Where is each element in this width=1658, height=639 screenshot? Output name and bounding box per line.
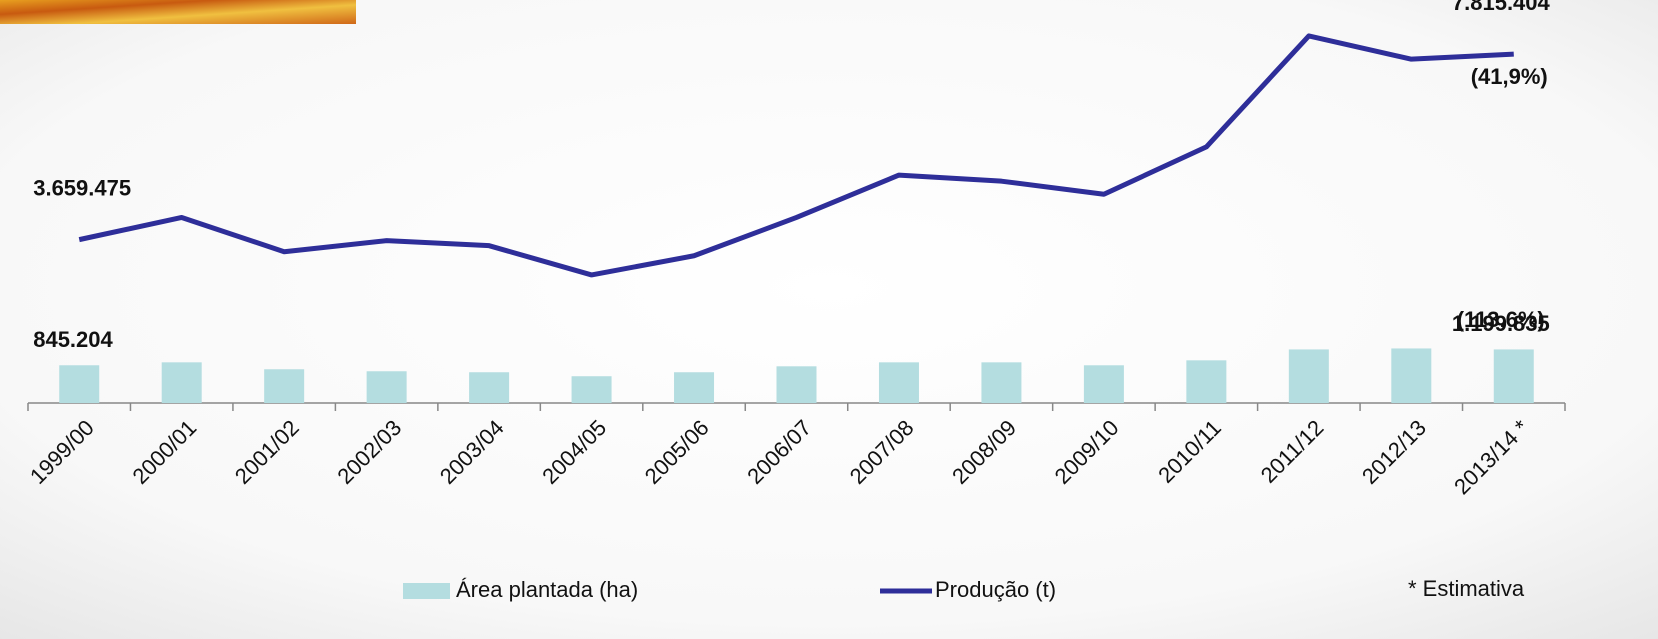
bar bbox=[264, 369, 304, 403]
legend-label: Produção (t) bbox=[935, 577, 1056, 602]
bar bbox=[674, 372, 714, 403]
value-label: 3.659.475 bbox=[33, 175, 131, 200]
bar bbox=[469, 372, 509, 403]
value-label: 7.815.404 bbox=[1452, 0, 1551, 15]
value-label: 845.204 bbox=[33, 327, 113, 352]
bar bbox=[162, 362, 202, 403]
bar bbox=[879, 362, 919, 403]
bar bbox=[59, 365, 99, 403]
bar bbox=[1391, 348, 1431, 403]
bar bbox=[1186, 360, 1226, 403]
corner-image bbox=[0, 0, 356, 24]
bar bbox=[1289, 349, 1329, 403]
bar bbox=[572, 376, 612, 403]
background bbox=[0, 0, 1658, 639]
annotation: (113,6%) bbox=[1457, 307, 1545, 332]
bar bbox=[367, 371, 407, 403]
bar bbox=[1494, 349, 1534, 403]
annotation: (41,9%) bbox=[1471, 64, 1548, 89]
legend-swatch bbox=[403, 583, 450, 599]
footnote: * Estimativa bbox=[1408, 576, 1525, 601]
legend-label: Área plantada (ha) bbox=[456, 577, 638, 602]
bar bbox=[981, 362, 1021, 403]
bar bbox=[1084, 365, 1124, 403]
chart: * Estimativa 1999/002000/012001/022002/0… bbox=[0, 0, 1658, 639]
bar bbox=[777, 366, 817, 403]
